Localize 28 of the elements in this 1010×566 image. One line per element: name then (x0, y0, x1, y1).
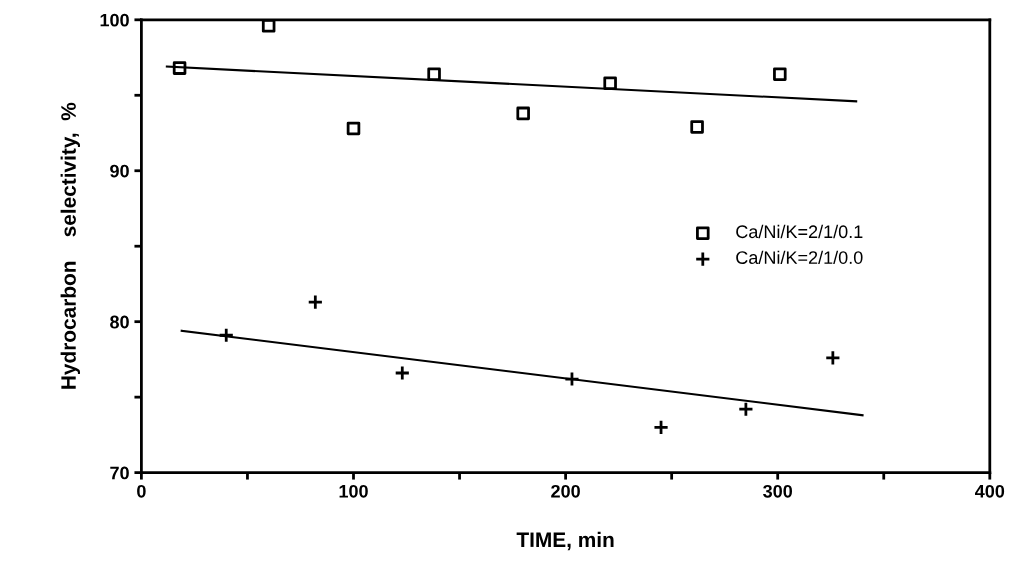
x-tick-label: 0 (137, 484, 146, 498)
point (603, 76, 617, 90)
y-axis-title: Hydrocarbon selectivity, % (60, 102, 81, 389)
point (773, 67, 787, 81)
y-tick-label: 90 (110, 164, 129, 178)
point (427, 67, 441, 81)
point (824, 349, 841, 366)
y-tick-label: 70 (110, 466, 129, 480)
point (737, 401, 754, 418)
legend-label: Ca/Ni/K=2/1/0.0 (736, 250, 863, 264)
point (218, 327, 235, 344)
x-tick-label: 300 (763, 484, 793, 498)
x-tick-label: 200 (551, 484, 580, 498)
y-tick-label: 80 (110, 315, 129, 329)
point (690, 120, 704, 134)
x-tick-label: 100 (339, 484, 368, 498)
legend-label: Ca/Ni/K=2/1/0.1 (736, 224, 863, 239)
point (261, 19, 276, 33)
x-axis-title: TIME, min (516, 531, 614, 551)
point (516, 106, 530, 121)
x-tick-label: 400 (975, 484, 1005, 498)
point (172, 61, 187, 75)
point (653, 419, 670, 436)
point (563, 371, 580, 388)
point (307, 294, 324, 311)
y-tick-label: 100 (100, 13, 129, 27)
point (394, 365, 411, 381)
point (346, 121, 361, 136)
